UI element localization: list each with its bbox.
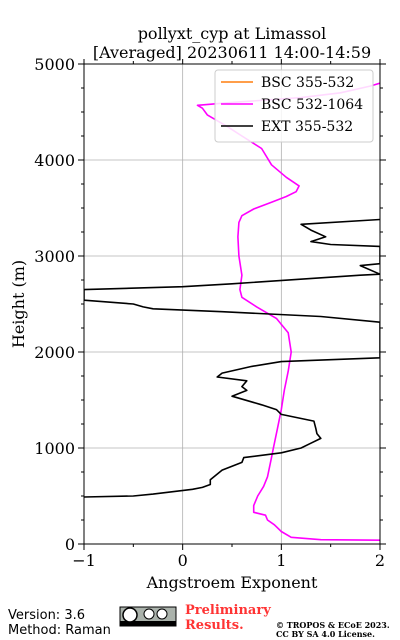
license-text: CC BY SA 4.0 License. [276, 629, 375, 639]
series-layer [84, 82, 380, 541]
sa-icon [156, 608, 168, 620]
x-tick-label: −1 [72, 551, 96, 570]
x-tick-label: 0 [178, 551, 188, 570]
chart-title: pollyxt_cyp at Limassol [138, 24, 327, 43]
version-text: Version: 3.6 [8, 608, 85, 623]
legend-label: BSC 355-532 [261, 75, 354, 91]
x-tick-label: 1 [276, 551, 286, 570]
y-tick-label: 4000 [34, 151, 75, 170]
y-tick-label: 5000 [34, 55, 75, 74]
cc-by-sa-badge [119, 606, 177, 627]
legend-label: EXT 355-532 [261, 119, 353, 135]
y-tick-label: 1000 [34, 439, 75, 458]
legend: BSC 355-532 BSC 532-1064 EXT 355-532 [214, 69, 374, 143]
x-axis-label: Angstroem Exponent [146, 573, 318, 592]
by-icon [143, 608, 155, 620]
y-tick-label: 2000 [34, 343, 75, 362]
method-text: Method: Raman [8, 623, 111, 638]
y-axis-label: Height (m) [9, 260, 28, 348]
legend-label: BSC 532-1064 [261, 97, 363, 113]
preliminary-line2: Results. [185, 618, 244, 633]
y-tick-label: 0 [65, 535, 75, 554]
footer: Version: 3.6 Method: Raman Preliminary R… [8, 603, 390, 639]
cc-icon [122, 607, 138, 623]
preliminary-line1: Preliminary [185, 603, 271, 618]
x-tick-label: 2 [375, 551, 385, 570]
copyright-text: © TROPOS & ECoE 2023. [276, 620, 390, 630]
series-line-ext-355-532 [84, 218, 380, 498]
legend-box [214, 69, 374, 143]
chart-subtitle: [Averaged] 20230611 14:00-14:59 [93, 43, 371, 62]
y-tick-label: 3000 [34, 247, 75, 266]
